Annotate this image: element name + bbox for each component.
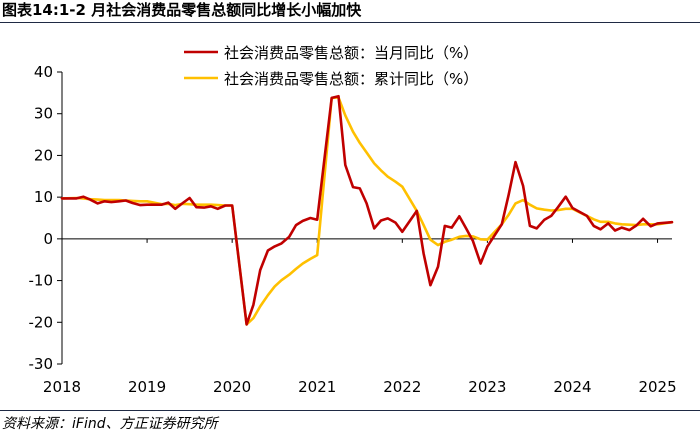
series-layer (60, 94, 674, 326)
x-tick-label: 2022 (383, 378, 421, 396)
x-tick-label: 2018 (43, 378, 81, 396)
y-tick-label: 0 (43, 230, 53, 248)
legend: 社会消费品零售总额：当月同比（%） 社会消费品零售总额：累计同比（%） (184, 44, 478, 88)
y-tick-label: -20 (29, 313, 54, 331)
y-tick-label: -30 (29, 355, 54, 373)
y-tick-label: -10 (29, 272, 54, 290)
source-divider (0, 410, 700, 411)
y-tick-label: 30 (34, 105, 53, 123)
source-note: 资料来源：iFind、方正证券研究所 (2, 416, 218, 432)
chart: 40 30 20 10 0 -10 -20 -30 2018 2019 2020 2021 2022 20… (29, 44, 677, 396)
x-tick-label: 2025 (638, 378, 676, 396)
series-line-monthly-yoy (60, 94, 674, 326)
y-tick-label: 20 (34, 146, 53, 164)
figure-title: 图表14:1-2 月社会消费品零售总额同比增长小幅加快 (2, 1, 362, 19)
legend-label: 社会消费品零售总额：当月同比（%） (224, 44, 478, 62)
x-tick-label: 2023 (468, 378, 506, 396)
x-tick-label: 2020 (213, 378, 251, 396)
y-tick-label: 40 (34, 63, 53, 81)
x-tick-label: 2019 (128, 378, 166, 396)
x-tick-label: 2021 (298, 378, 336, 396)
series-line-cumulative-yoy (60, 96, 674, 326)
x-tick-label: 2024 (553, 378, 591, 396)
axes: 40 30 20 10 0 -10 -20 -30 2018 2019 2020 2021 2022 20… (29, 63, 677, 396)
legend-label: 社会消费品零售总额：累计同比（%） (224, 70, 478, 88)
y-tick-label: 10 (34, 188, 53, 206)
title-divider (0, 22, 700, 23)
